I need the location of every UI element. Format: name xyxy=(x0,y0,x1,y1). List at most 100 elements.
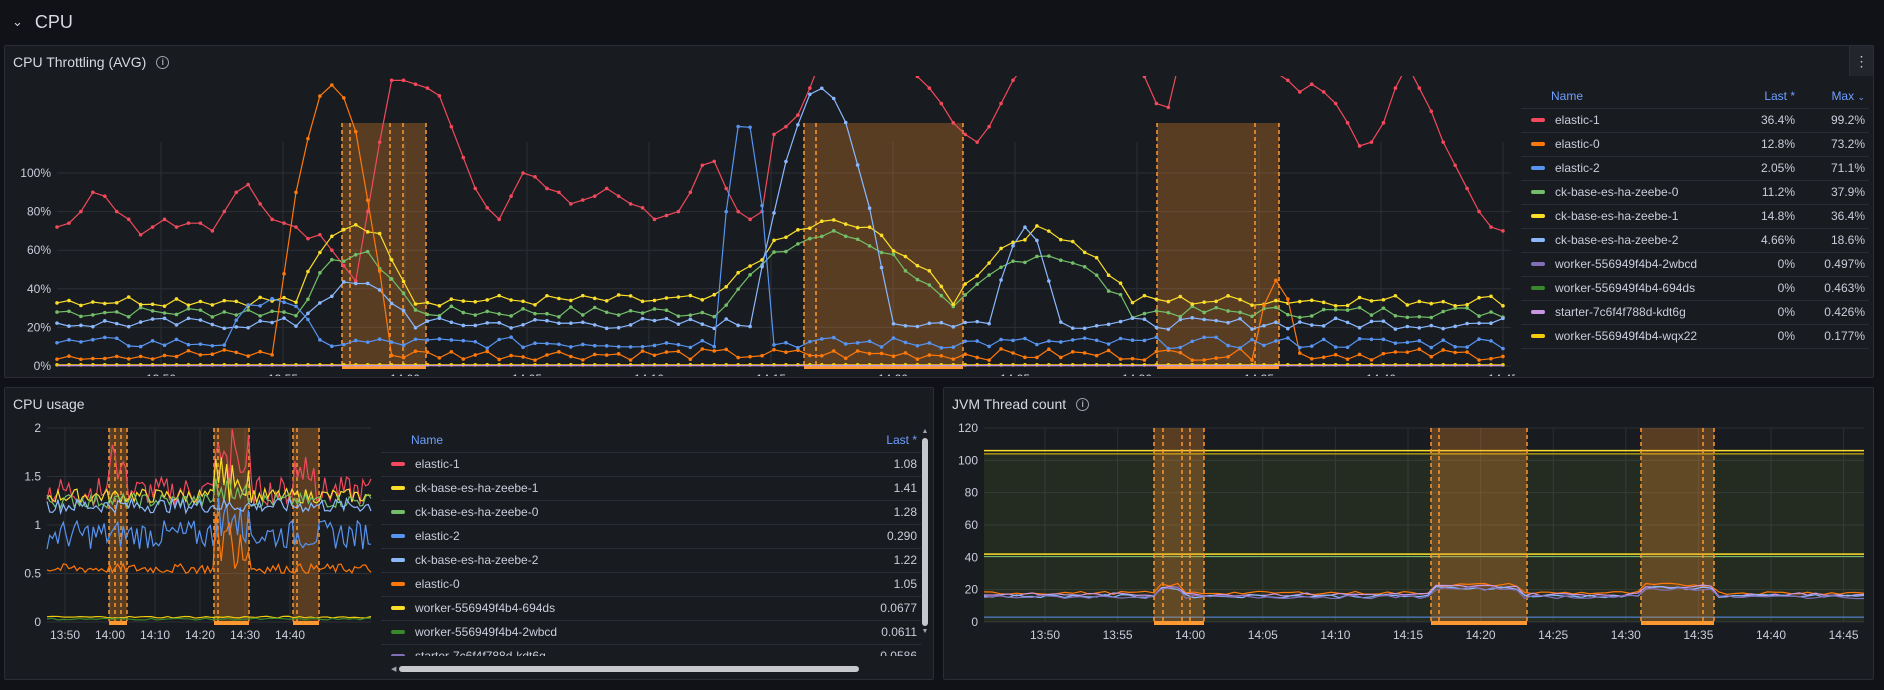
series-point xyxy=(413,326,418,330)
series-point xyxy=(855,349,860,353)
jvm-thread-chart[interactable]: 0 20 40 60 80 100 120 13:50 13:55 14:00 14:05 14:10… xyxy=(944,410,1869,680)
panel-title[interactable]: CPU usage xyxy=(13,396,85,412)
series-point xyxy=(1011,259,1015,263)
legend-row[interactable]: elastic-0 12.8% 73.2% xyxy=(1521,132,1869,157)
series-point xyxy=(628,358,633,362)
series-point xyxy=(1166,105,1171,110)
legend-row[interactable]: starter-7c6f4f788d-kdt6g 0.0586 xyxy=(381,644,921,656)
series-point xyxy=(174,323,179,327)
series-point xyxy=(1357,325,1362,330)
series-point xyxy=(533,317,537,322)
legend-row[interactable]: ck-base-es-ha-zeebe-2 1.22 xyxy=(381,548,921,573)
series-point xyxy=(282,221,286,225)
series-point xyxy=(569,305,573,309)
series-point xyxy=(150,302,155,307)
series-point xyxy=(377,140,382,144)
series-max: 71.1% xyxy=(1799,156,1869,181)
legend-scrollbar-vertical[interactable]: ▲ ▼ xyxy=(921,428,929,656)
series-point xyxy=(975,319,979,324)
series-point xyxy=(55,357,59,361)
scroll-down-icon[interactable]: ▼ xyxy=(921,628,929,635)
legend-header-name[interactable]: Name xyxy=(381,428,831,453)
row-header-cpu[interactable]: ⌄ CPU xyxy=(0,0,1884,44)
series-point xyxy=(903,254,908,259)
series-point xyxy=(999,278,1003,282)
legend-row[interactable]: starter-7c6f4f788d-kdt6g 0% 0.426% xyxy=(1521,300,1869,325)
legend-row[interactable]: ck-base-es-ha-zeebe-0 1.28 xyxy=(381,500,921,525)
series-point xyxy=(1298,345,1302,350)
series-point xyxy=(425,350,430,354)
series-point xyxy=(820,353,824,358)
legend-row[interactable]: elastic-1 1.08 xyxy=(381,452,921,477)
legend-row[interactable]: worker-556949f4b4-wqx22 0% 0.177% xyxy=(1521,324,1869,349)
series-point xyxy=(1059,340,1063,344)
series-point xyxy=(1453,350,1457,355)
legend-row[interactable]: ck-base-es-ha-zeebe-1 14.8% 36.4% xyxy=(1521,204,1869,229)
panel-title[interactable]: CPU Throttling (AVG) xyxy=(13,54,147,70)
x-tick-label: 14:05 xyxy=(512,372,542,376)
legend-row[interactable]: elastic-1 36.4% 99.2% xyxy=(1521,108,1869,133)
x-tick-label: 14:00 xyxy=(390,372,420,376)
series-line xyxy=(46,513,372,575)
legend-row[interactable]: elastic-2 0.290 xyxy=(381,524,921,549)
legend-scrollbar-horizontal[interactable]: ◀ xyxy=(391,665,921,673)
series-point xyxy=(557,190,561,195)
series-point xyxy=(796,345,800,350)
series-point xyxy=(640,349,645,353)
series-point xyxy=(174,337,179,342)
info-icon[interactable]: i xyxy=(156,55,170,69)
chevron-down-icon[interactable]: ⌄ xyxy=(12,14,23,29)
series-point xyxy=(222,343,227,347)
y-tick-label: 60% xyxy=(27,243,51,257)
series-point xyxy=(377,231,382,236)
series-point xyxy=(748,273,752,277)
legend-row[interactable]: elastic-2 2.05% 71.1% xyxy=(1521,156,1869,181)
series-point xyxy=(987,321,991,326)
series-point xyxy=(246,325,250,330)
series-point xyxy=(664,213,669,218)
series-line xyxy=(56,219,1504,307)
series-point xyxy=(652,298,657,303)
series-point xyxy=(652,353,657,358)
series-swatch xyxy=(1531,141,1545,146)
series-point xyxy=(521,323,525,327)
panel-menu-button[interactable]: ⋮ xyxy=(1849,46,1873,76)
series-point xyxy=(1070,239,1075,244)
series-point xyxy=(342,263,346,268)
series-point xyxy=(521,307,525,311)
scroll-up-icon[interactable]: ▲ xyxy=(921,428,929,435)
legend-row[interactable]: ck-base-es-ha-zeebe-1 1.41 xyxy=(381,476,921,501)
series-point xyxy=(664,308,669,312)
legend-row[interactable]: elastic-0 1.05 xyxy=(381,572,921,597)
panel-title[interactable]: JVM Thread count xyxy=(952,396,1067,412)
legend-header-max[interactable]: Max ⌄ xyxy=(1799,84,1869,109)
series-point xyxy=(353,338,358,343)
series-point xyxy=(1309,314,1314,318)
cpu-usage-chart[interactable]: 0 0.5 1 1.5 2 13:50 14:00 14:10 14:20 14:30 14:40 xyxy=(5,410,375,680)
scroll-left-icon[interactable]: ◀ xyxy=(391,666,397,673)
series-point xyxy=(796,113,800,117)
legend-row[interactable]: ck-base-es-ha-zeebe-0 11.2% 37.9% xyxy=(1521,180,1869,205)
legend-row[interactable]: worker-556949f4b4-2wbcd 0% 0.497% xyxy=(1521,252,1869,277)
throttling-chart[interactable]: 13:50 13:55 14:00 14:05 14:10 14:15 14:20 14:25… xyxy=(5,76,1515,376)
series-point xyxy=(1321,324,1326,328)
x-tick-label: 14:35 xyxy=(1244,372,1274,376)
legend-row[interactable]: worker-556949f4b4-2wbcd 0.0611 xyxy=(381,620,921,645)
series-last: 36.4% xyxy=(1729,108,1799,133)
legend-row[interactable]: worker-556949f4b4-694ds 0.0677 xyxy=(381,596,921,621)
legend-row[interactable]: ck-base-es-ha-zeebe-2 4.66% 18.6% xyxy=(1521,228,1869,253)
info-icon[interactable]: i xyxy=(1076,397,1090,411)
x-tick-label: 14:30 xyxy=(1611,628,1641,642)
series-point xyxy=(425,319,430,323)
x-tick-label: 14:45 xyxy=(1488,372,1515,376)
series-point xyxy=(748,354,752,359)
series-point xyxy=(700,310,705,315)
legend-row[interactable]: worker-556949f4b4-694ds 0% 0.463% xyxy=(1521,276,1869,301)
series-point xyxy=(915,343,920,348)
series-point xyxy=(1106,342,1111,346)
legend-header-name[interactable]: Name xyxy=(1521,84,1729,109)
series-point xyxy=(1142,293,1147,298)
series-point xyxy=(1309,298,1314,303)
legend-header-last[interactable]: Last * xyxy=(831,428,921,453)
legend-header-last[interactable]: Last * xyxy=(1729,84,1799,109)
